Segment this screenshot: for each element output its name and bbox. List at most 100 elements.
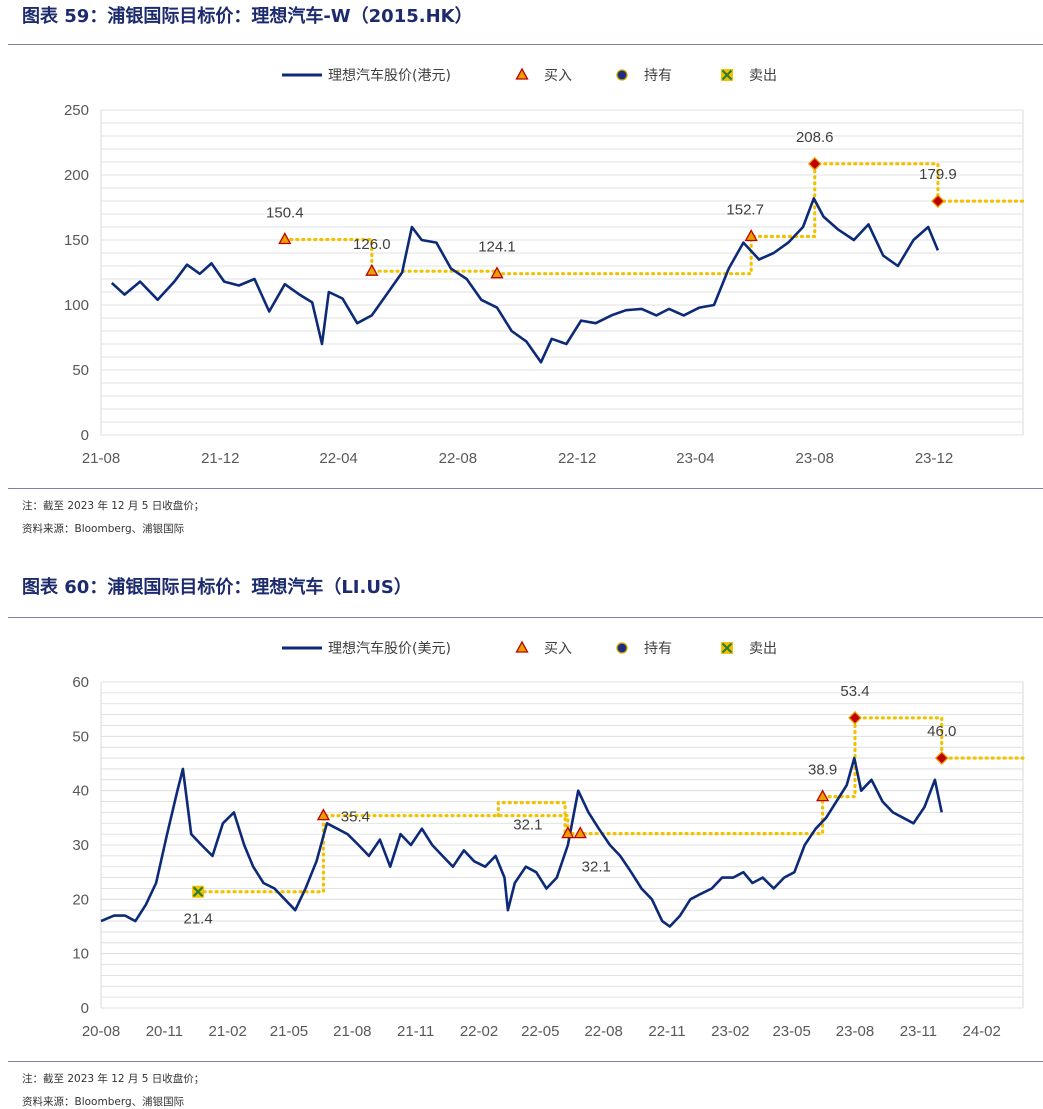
x-tick-label: 23-05 xyxy=(772,1023,810,1040)
target-marker-0-cross xyxy=(192,886,204,898)
x-tick-label: 22-02 xyxy=(460,1023,498,1040)
target-price-line xyxy=(283,162,1025,276)
y-tick-label: 100 xyxy=(64,297,89,314)
target-marker-2 xyxy=(490,266,504,279)
target-marker-4 xyxy=(807,156,822,171)
target-marker-1 xyxy=(316,808,331,821)
legend-label-price: 理想汽车股价(港元) xyxy=(328,67,451,84)
x-tick-label: 23-08 xyxy=(796,450,834,467)
figure60-title: 图表 60：浦银国际目标价：理想汽车（LI.US） xyxy=(22,577,412,598)
figure60-note: 注：截至 2023 年 12 月 5 日收盘价； xyxy=(22,1073,205,1085)
y-tick-label: 250 xyxy=(64,102,89,119)
x-axis: 20-08 20-11 21-02 21-05 21-08 21-11 22-02 22-05… xyxy=(82,1023,1001,1040)
x-tick-label: 23-08 xyxy=(836,1023,874,1040)
target-label-6: 46.0 xyxy=(927,723,956,740)
legend-label-sell: 卖出 xyxy=(749,68,777,84)
target-marker-1 xyxy=(365,263,379,276)
legend-label-hold: 持有 xyxy=(644,68,672,84)
x-tick-label: 22-08 xyxy=(439,450,477,467)
target-price-steps xyxy=(196,716,1025,894)
legend-marker-buy xyxy=(515,67,529,80)
y-tick-label: 10 xyxy=(72,946,89,963)
x-tick-label: 23-04 xyxy=(676,450,714,467)
x-tick-label: 23-12 xyxy=(915,450,953,467)
y-tick-label: 50 xyxy=(72,362,89,379)
target-marker-5 xyxy=(848,710,862,725)
y-axis: 0 50 100 150 200 250 xyxy=(64,102,89,444)
gridlines xyxy=(100,109,1024,436)
legend-marker-buy xyxy=(515,640,529,653)
x-tick-label: 22-08 xyxy=(584,1023,622,1040)
legend: 理想汽车股价(港元) 买入 持有 卖出 xyxy=(282,67,777,84)
x-tick-label: 22-04 xyxy=(319,450,357,467)
x-tick-label: 21-11 xyxy=(397,1023,434,1040)
y-tick-label: 200 xyxy=(64,167,89,184)
y-tick-label: 50 xyxy=(72,728,89,745)
legend-marker-hold xyxy=(616,69,628,81)
target-label-1: 126.0 xyxy=(353,236,391,253)
legend-marker-sell-cross xyxy=(721,642,733,654)
figure60-bottom-rule xyxy=(8,1061,1043,1062)
x-tick-label: 21-02 xyxy=(209,1023,247,1040)
x-tick-label: 21-05 xyxy=(270,1023,308,1040)
y-tick-label: 0 xyxy=(81,1000,89,1017)
figure60-source: 资料来源：Bloomberg、浦银国际 xyxy=(22,1096,185,1108)
target-marker-2 xyxy=(561,826,575,839)
x-axis: 21-08 21-12 22-04 22-08 22-12 23-04 23-08 23-12 xyxy=(82,450,953,467)
x-tick-label: 20-08 xyxy=(82,1023,120,1040)
target-marker-6 xyxy=(934,751,949,765)
y-tick-label: 60 xyxy=(72,674,89,691)
target-marker-0 xyxy=(278,232,292,245)
x-tick-label: 21-12 xyxy=(201,450,239,467)
target-price-line xyxy=(196,716,1025,894)
x-tick-label: 22-05 xyxy=(521,1023,559,1040)
target-price-steps xyxy=(283,162,1025,276)
legend-label-hold: 持有 xyxy=(644,641,672,657)
figure59-note: 注：截至 2023 年 12 月 5 日收盘价； xyxy=(22,500,205,512)
target-label-4: 208.6 xyxy=(796,129,834,146)
figure59-chart: 理想汽车股价(港元) 买入 持有 卖出 0 50 100 150 200 250 21-08 21-1… xyxy=(64,67,1025,467)
y-tick-label: 0 xyxy=(81,427,89,444)
target-label-2: 32.1 xyxy=(513,817,542,834)
x-tick-label: 20-11 xyxy=(146,1023,183,1040)
y-tick-label: 40 xyxy=(72,783,89,800)
target-label-1: 35.4 xyxy=(341,809,370,826)
target-price-step-extra xyxy=(496,801,567,836)
legend-label-sell: 卖出 xyxy=(749,641,777,657)
x-tick-label: 23-11 xyxy=(900,1023,937,1040)
x-tick-label: 23-02 xyxy=(711,1023,749,1040)
legend-marker-sell-cross xyxy=(721,69,733,81)
target-marker-4 xyxy=(816,789,830,802)
y-tick-label: 150 xyxy=(64,232,89,249)
target-label-5: 53.4 xyxy=(840,683,869,700)
figure59-source: 资料来源：Bloomberg、浦银国际 xyxy=(22,523,185,535)
figure59-bottom-rule xyxy=(8,488,1043,489)
figure59-title: 图表 59：浦银国际目标价：理想汽车-W（2015.HK） xyxy=(22,6,473,27)
target-label-2: 124.1 xyxy=(478,239,516,256)
legend-marker-hold xyxy=(616,642,628,654)
target-label-3: 152.7 xyxy=(726,201,764,218)
target-label-3: 32.1 xyxy=(582,859,611,876)
target-label-0: 21.4 xyxy=(183,911,212,928)
legend: 理想汽车股价(美元) 买入 持有 卖出 xyxy=(282,640,777,657)
target-marker-3 xyxy=(744,229,758,242)
gridlines xyxy=(100,681,1024,1009)
price-line xyxy=(110,197,940,364)
y-axis: 0 10 20 30 40 50 60 xyxy=(72,674,89,1017)
target-markers: 21.4 35.4 32.1 32.1 38.9 53.4 46.0 xyxy=(183,683,956,928)
legend-label-buy: 买入 xyxy=(544,641,572,657)
target-marker-3 xyxy=(573,826,587,839)
figure59-top-rule xyxy=(8,44,1043,45)
target-label-4: 38.9 xyxy=(808,762,837,779)
y-tick-label: 30 xyxy=(72,837,89,854)
target-label-0: 150.4 xyxy=(266,204,304,221)
legend-label-price: 理想汽车股价(美元) xyxy=(328,640,451,657)
price-line xyxy=(100,756,943,928)
x-tick-label: 21-08 xyxy=(333,1023,371,1040)
x-tick-label: 22-12 xyxy=(558,450,596,467)
target-label-5: 179.9 xyxy=(919,166,957,183)
figure60-top-rule xyxy=(8,617,1043,618)
target-marker-5 xyxy=(931,194,945,209)
x-tick-label: 24-02 xyxy=(962,1023,1000,1040)
